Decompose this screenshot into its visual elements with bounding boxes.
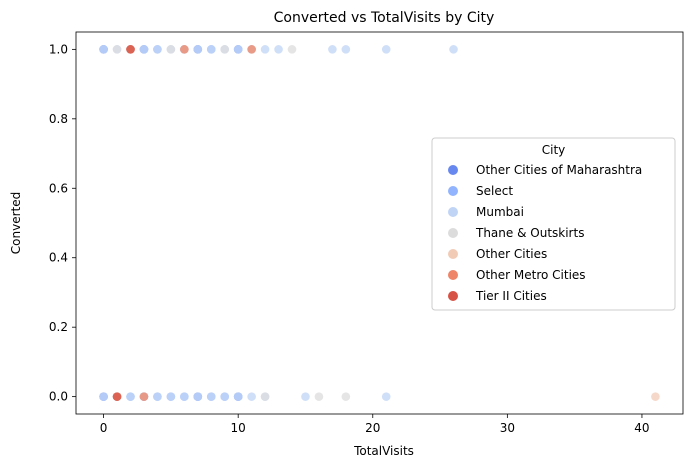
data-point [341,392,351,401]
x-tick-label: 40 [634,421,649,435]
data-point [314,392,324,401]
legend-marker [448,291,458,301]
y-tick-label: 0.6 [49,181,68,195]
data-point [139,392,149,401]
data-point [260,45,270,54]
legend-entry-label: Other Cities of Maharashtra [476,163,642,177]
data-point [126,392,135,401]
plot-frame [75,31,684,415]
legend-marker [448,207,458,217]
x-tick-label: 30 [500,421,515,435]
legend: City Other Cities of Maharashtra Select Mum… [431,137,676,311]
y-tick-label: 0.0 [49,390,68,404]
legend-marker [448,270,458,280]
data-point [193,392,203,401]
legend-marker [448,186,458,196]
data-point [206,45,216,54]
legend-entry-label: Other Metro Cities [476,268,586,282]
data-point [153,45,162,54]
legend-box [431,137,676,311]
legend-entry-label: Mumbai [476,205,524,219]
data-point [328,45,337,54]
legend-marker [448,165,458,175]
data-point [220,392,230,401]
data-point [274,45,283,54]
data-point [220,45,230,54]
legend-entry-label: Other Cities [476,247,547,261]
data-point [651,392,660,401]
points-layer [99,45,660,401]
data-point [166,392,176,401]
chart-title: Converted vs TotalVisits by City [274,10,495,26]
data-point [99,45,108,54]
legend-marker [448,249,458,259]
x-axis-label: TotalVisits [353,444,414,458]
legend-entry-label: Thane & Outskirts [475,226,584,240]
data-point [193,45,203,54]
data-point [381,392,391,401]
data-point [260,392,270,401]
data-point [139,45,149,54]
data-point [180,45,189,54]
data-point [233,45,243,54]
data-point [112,392,122,401]
data-point [180,392,189,401]
data-point [247,45,256,54]
legend-marker [448,228,458,238]
x-tick-label: 20 [365,421,380,435]
data-point [301,392,310,401]
legend-entry-label: Tier II Cities [475,289,547,303]
legend-title: City [542,143,566,157]
data-point [247,392,256,401]
data-point [206,392,216,401]
y-tick-label: 0.4 [49,251,68,265]
y-axis-label: Converted [9,192,23,254]
data-point [381,45,391,54]
legend-entry-label: Select [476,184,513,198]
data-point [112,45,122,54]
y-tick-label: 0.8 [49,112,68,126]
data-point [449,45,458,54]
y-tick-label: 1.0 [49,42,68,56]
data-point [99,392,108,401]
data-point [341,45,351,54]
data-point [166,45,176,54]
data-point [153,392,162,401]
axes-layer: 0 10 20 30 40 0.0 0.2 0.4 0.6 0.8 1.0 [49,31,684,435]
data-point [126,45,135,54]
data-point [233,392,243,401]
x-tick-label: 10 [231,421,246,435]
x-tick-label: 0 [100,421,108,435]
data-point [287,45,297,54]
y-tick-label: 0.2 [49,320,68,334]
